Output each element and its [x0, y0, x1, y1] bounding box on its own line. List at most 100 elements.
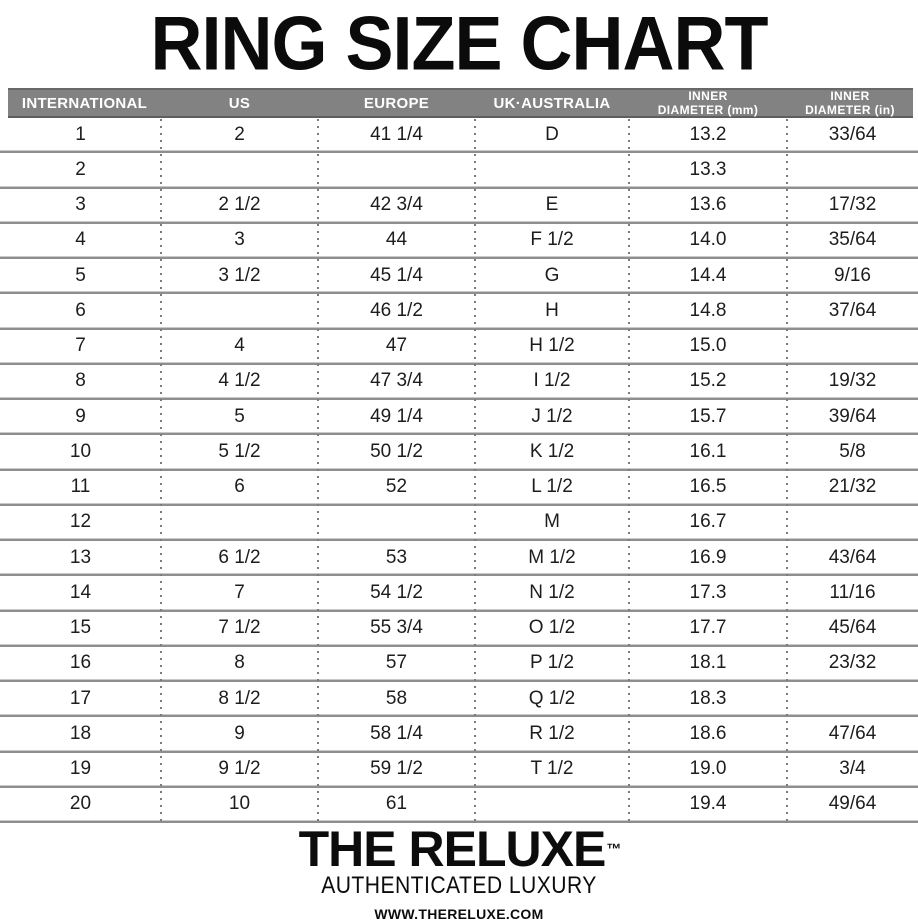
table-cell: [318, 170, 475, 172]
table-cell: 15.7: [689, 405, 727, 427]
brand-logo-text: THE RELUXE™: [0, 824, 918, 874]
table-cell: 17.7: [689, 617, 727, 639]
table-cell: 14.4: [689, 264, 727, 286]
table-cell: 3/4: [839, 758, 866, 780]
table-row: 8 4 1/2 47 3/4 I 1/2 15.2 19/32: [0, 364, 918, 400]
table-cell: 4: [234, 335, 245, 357]
table-cell: 44: [385, 229, 408, 251]
table-cell: 13.6: [689, 194, 727, 216]
table-cell: 43/64: [828, 546, 877, 568]
table-cell: 47: [385, 335, 408, 357]
table-cell: [787, 699, 918, 701]
table-cell: 16.1: [689, 440, 727, 462]
table-cell: 5 1/2: [218, 440, 261, 462]
table-cell: 2: [234, 123, 245, 145]
table-cell: 16.7: [689, 511, 727, 533]
table-cell: 14.0: [689, 229, 727, 251]
table-cell: 37/64: [828, 299, 877, 321]
table-cell: 47/64: [828, 722, 877, 744]
table-cell: 3: [75, 194, 86, 216]
table-cell: 35/64: [828, 229, 877, 251]
table-cell: 45 1/4: [370, 264, 423, 286]
table-cell: 49/64: [828, 793, 877, 815]
brand-tagline: AUTHENTICATED LUXURY: [321, 872, 597, 899]
column-header-uk-australia: UK·AUSTRALIA: [493, 95, 611, 113]
table-cell: O 1/2: [528, 617, 576, 639]
table-cell: R 1/2: [529, 722, 575, 744]
table-cell: 10: [228, 793, 251, 815]
table-cell: [787, 170, 918, 172]
table-cell: 19: [69, 758, 92, 780]
brand-footer: THE RELUXE™ AUTHENTICATED LUXURY WWW.THE…: [0, 824, 918, 922]
table-cell: 5: [75, 264, 86, 286]
table-row: 11 6 52 L 1/2 16.5 21/32: [0, 470, 918, 506]
table-cell: D: [545, 123, 559, 145]
table-cell: 5/8: [839, 440, 866, 462]
table-cell: [787, 346, 918, 348]
table-cell: 21/32: [828, 476, 877, 498]
table-cell: 12: [69, 511, 92, 533]
table-cell: 3 1/2: [218, 264, 261, 286]
table-cell: 39/64: [828, 405, 877, 427]
table-cell: 6: [75, 299, 86, 321]
table-row: 9 5 49 1/4 J 1/2 15.7 39/64: [0, 400, 918, 436]
table-cell: 6 1/2: [218, 546, 261, 568]
table-cell: 19/32: [828, 370, 877, 392]
table-row: 2 13.3: [0, 153, 918, 189]
table-cell: H 1/2: [529, 335, 575, 357]
table-cell: 8: [75, 370, 86, 392]
table-row: 7 4 47 H 1/2 15.0: [0, 329, 918, 365]
table-cell: [161, 311, 318, 313]
table-cell: 57: [385, 652, 408, 674]
table-row: 12 M 16.7: [0, 505, 918, 541]
table-cell: 13.2: [689, 123, 727, 145]
table-cell: N 1/2: [529, 581, 575, 603]
table-cell: 17.3: [689, 581, 727, 603]
table-cell: 11: [70, 476, 91, 498]
table-cell: 61: [385, 793, 408, 815]
table-cell: 18.3: [689, 687, 727, 709]
table-row: 17 8 1/2 58 Q 1/2 18.3: [0, 682, 918, 718]
table-cell: 19.0: [689, 758, 727, 780]
table-row: 10 5 1/2 50 1/2 K 1/2 16.1 5/8: [0, 435, 918, 471]
table-row: 15 7 1/2 55 3/4 O 1/2 17.7 45/64: [0, 611, 918, 647]
table-cell: 58: [385, 687, 408, 709]
column-header-us: US: [228, 95, 251, 113]
table-cell: 59 1/2: [370, 758, 423, 780]
table-cell: 9: [75, 405, 86, 427]
table-cell: 58 1/4: [370, 722, 423, 744]
table-row: 3 2 1/2 42 3/4 E 13.6 17/32: [0, 188, 918, 224]
table-cell: 7 1/2: [218, 617, 261, 639]
table-cell: 6: [234, 476, 245, 498]
table-cell: [161, 170, 318, 172]
column-header-europe: EUROPE: [363, 95, 430, 113]
table-row: 4 3 44 F 1/2 14.0 35/64: [0, 223, 918, 259]
table-cell: 14.8: [689, 299, 727, 321]
brand-name: THE RELUXE: [298, 821, 607, 877]
table-cell: E: [545, 194, 559, 216]
table-cell: 7: [75, 335, 86, 357]
column-header-inner-diameter-mm: INNER DIAMETER (mm): [657, 89, 759, 117]
table-cell: M: [544, 511, 560, 533]
table-cell: H: [545, 299, 559, 321]
table-cell: L 1/2: [531, 476, 573, 498]
table-cell: 8: [234, 652, 245, 674]
table-row: 16 8 57 P 1/2 18.1 23/32: [0, 646, 918, 682]
table-cell: 20: [69, 793, 92, 815]
table-cell: 41 1/4: [370, 123, 423, 145]
table-row: 5 3 1/2 45 1/4 G 14.4 9/16: [0, 259, 918, 295]
table-cell: 4: [75, 229, 86, 251]
table-cell: 9: [234, 722, 245, 744]
table-cell: 42 3/4: [370, 194, 423, 216]
table-row: 14 7 54 1/2 N 1/2 17.3 11/16: [0, 576, 918, 612]
table-cell: 16: [69, 652, 92, 674]
table-cell: 14: [69, 581, 92, 603]
table-cell: 8 1/2: [218, 687, 261, 709]
table-row: 6 46 1/2 H 14.8 37/64: [0, 294, 918, 330]
table-cell: 13.3: [689, 158, 727, 180]
table-header-row: INTERNATIONAL US EUROPE UK·AUSTRALIA INN…: [8, 88, 913, 118]
table-cell: I 1/2: [533, 370, 571, 392]
table-cell: 17: [69, 687, 92, 709]
table-cell: 18.6: [689, 722, 727, 744]
table-cell: 49 1/4: [370, 405, 423, 427]
